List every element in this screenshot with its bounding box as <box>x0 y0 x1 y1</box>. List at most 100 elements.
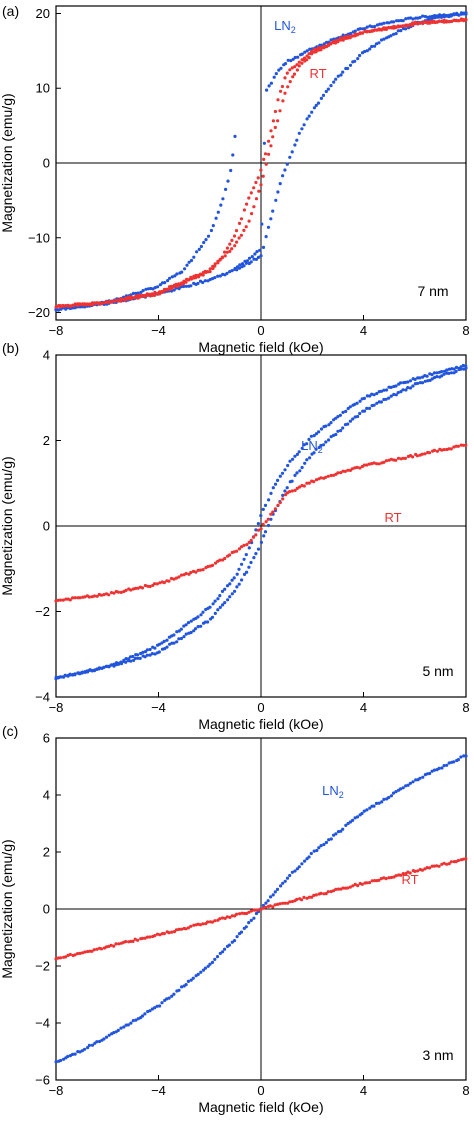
data-point-ln2 <box>196 615 200 619</box>
data-point-rt <box>73 953 77 957</box>
data-point-rt <box>278 500 282 505</box>
data-point-rt <box>109 591 114 595</box>
data-point-ln2 <box>244 261 248 265</box>
data-point-rt <box>238 912 242 916</box>
x-tick-label: −4 <box>151 323 166 338</box>
data-point-ln2 <box>316 101 321 105</box>
data-point-rt <box>131 939 135 944</box>
data-point-ln2 <box>179 636 183 641</box>
data-point-ln2 <box>433 16 437 20</box>
data-point-ln2 <box>271 893 275 897</box>
data-point-ln2 <box>239 930 244 934</box>
data-point-ln2 <box>356 414 360 419</box>
data-point-ln2 <box>73 672 77 676</box>
data-point-ln2 <box>80 1049 84 1053</box>
data-point-ln2 <box>199 970 203 974</box>
data-point-ln2 <box>281 174 285 178</box>
data-point-rt <box>401 872 405 876</box>
data-point-ln2 <box>425 374 429 378</box>
data-point-ln2 <box>439 15 444 19</box>
data-point-ln2 <box>165 645 169 649</box>
data-point-ln2 <box>401 786 405 790</box>
data-point-rt <box>273 507 277 511</box>
y-axis-label: Magnetization (emu/g) <box>0 839 15 978</box>
data-point-ln2 <box>226 179 230 183</box>
data-point-rt <box>300 898 304 902</box>
data-point-rt <box>421 21 425 26</box>
data-point-rt <box>182 281 186 286</box>
data-point-ln2 <box>211 224 215 228</box>
data-point-rt <box>300 61 304 65</box>
data-point-ln2 <box>272 75 276 79</box>
data-point-rt <box>170 930 174 934</box>
data-point-ln2 <box>278 182 282 186</box>
data-point-ln2 <box>394 790 398 794</box>
data-point-rt <box>432 448 437 452</box>
data-point-rt <box>81 951 85 955</box>
data-point-ln2 <box>254 552 258 556</box>
data-point-rt <box>206 270 210 274</box>
data-point-rt <box>283 91 287 95</box>
data-point-rt <box>213 561 218 565</box>
data-point-ln2 <box>329 435 333 439</box>
series-label-ln2: LN2 <box>322 783 344 800</box>
series-rt <box>54 17 468 309</box>
data-point-rt <box>345 886 350 890</box>
data-point-rt <box>232 234 237 238</box>
data-point-ln2 <box>250 255 254 259</box>
data-point-ln2 <box>86 1046 90 1050</box>
data-point-ln2 <box>201 280 205 285</box>
data-point-rt <box>116 299 121 303</box>
data-point-ln2 <box>97 667 101 671</box>
y-axis-label: Magnetization (emu/g) <box>0 456 15 595</box>
data-point-ln2 <box>389 394 393 398</box>
data-point-rt <box>396 456 401 460</box>
data-point-ln2 <box>300 127 304 131</box>
data-point-rt <box>314 893 318 897</box>
data-point-ln2 <box>153 646 157 650</box>
data-point-rt <box>336 887 340 891</box>
data-point-rt <box>261 522 265 526</box>
data-point-ln2 <box>423 379 427 383</box>
data-point-rt <box>172 577 176 581</box>
data-point-ln2 <box>252 916 256 920</box>
data-point-rt <box>278 902 282 906</box>
data-point-rt <box>437 864 441 868</box>
data-point-ln2 <box>228 582 232 586</box>
data-point-ln2 <box>211 602 215 606</box>
data-point-ln2 <box>286 58 290 62</box>
data-point-rt <box>210 563 215 568</box>
data-point-rt <box>266 517 270 521</box>
data-point-rt <box>112 944 116 948</box>
data-point-rt <box>384 459 388 463</box>
data-point-ln2 <box>63 673 67 677</box>
data-point-rt <box>228 915 232 920</box>
data-point-rt <box>269 129 273 133</box>
data-point-ln2 <box>372 393 376 397</box>
data-point-ln2 <box>269 895 273 899</box>
data-point-ln2 <box>382 21 386 25</box>
data-point-ln2 <box>209 228 213 233</box>
x-tick-label: −8 <box>49 1083 64 1098</box>
data-point-rt <box>427 451 432 455</box>
data-point-rt <box>124 588 128 593</box>
data-point-rt <box>358 466 362 470</box>
data-point-rt <box>87 595 91 599</box>
data-point-ln2 <box>175 640 179 644</box>
data-point-ln2 <box>252 257 256 261</box>
data-point-rt <box>432 864 436 868</box>
data-point-rt <box>239 217 244 221</box>
y-axis-label: Magnetization (emu/g) <box>0 93 15 232</box>
data-point-rt <box>420 452 424 456</box>
data-point-rt <box>373 879 377 883</box>
data-point-ln2 <box>459 12 464 16</box>
data-point-ln2 <box>134 1018 138 1022</box>
data-point-ln2 <box>201 610 205 614</box>
data-point-ln2 <box>274 72 278 76</box>
data-point-ln2 <box>139 290 143 294</box>
data-point-rt <box>390 26 394 30</box>
data-point-rt <box>162 932 166 936</box>
data-point-rt <box>464 443 468 447</box>
data-point-ln2 <box>119 1026 123 1030</box>
y-tick-label: 2 <box>43 433 50 448</box>
